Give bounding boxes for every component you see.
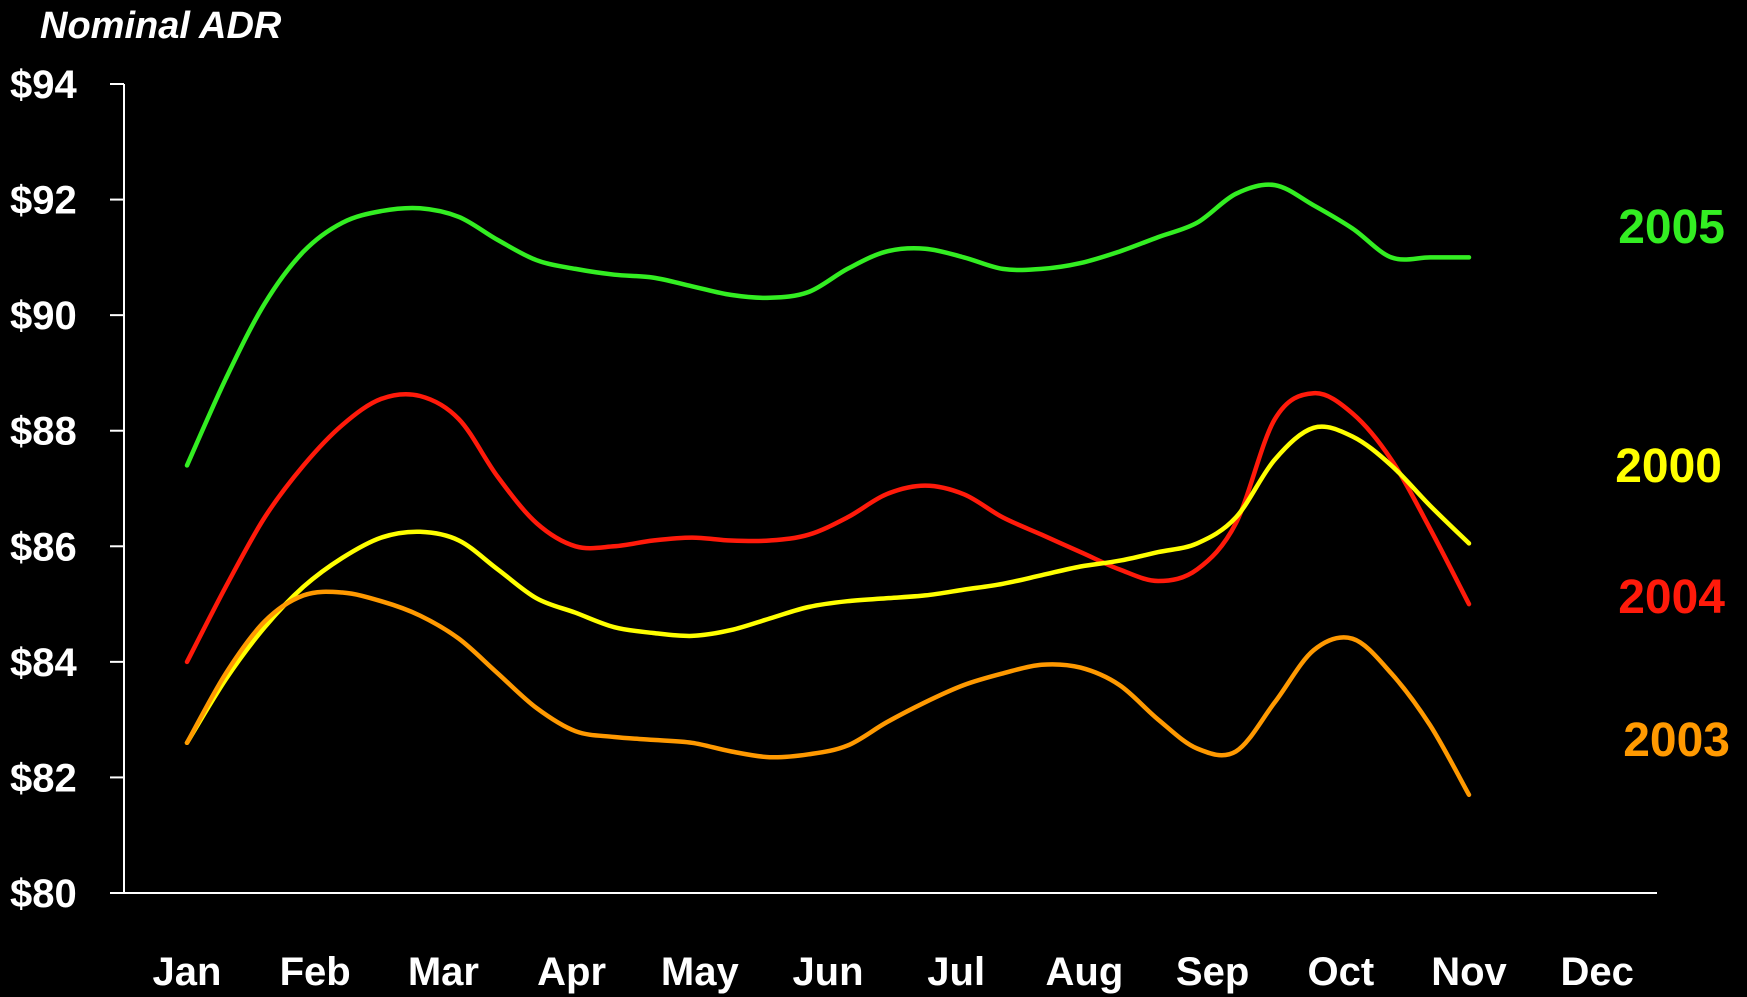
y-tick-label: $86 [10,525,77,569]
x-tick-label: May [661,950,740,994]
y-tick-label: $90 [10,294,77,338]
y-tick-label: $94 [10,63,77,107]
x-tick-label: Aug [1046,950,1124,994]
y-tick-label: $88 [10,410,77,454]
x-tick-label: Feb [280,950,351,994]
y-tick-label: $92 [10,179,77,223]
x-tick-label: Apr [537,950,606,994]
series-line-2003 [184,589,1472,798]
legend-labels: 2005 2004 2000 2003 [1615,201,1730,767]
x-tick-label: Jul [927,950,985,994]
y-axis-title: Nominal ADR [40,5,282,47]
legend-label-2003: 2003 [1623,714,1730,767]
legend-label-2004: 2004 [1618,571,1725,624]
legend-label-2000: 2000 [1615,440,1722,493]
x-tick-label: Oct [1307,950,1374,994]
y-tick-label: $84 [10,641,77,685]
series-line-2005 [184,182,1472,468]
y-tick-label: $82 [10,756,77,800]
x-tick-label: Jun [792,950,863,994]
x-tick-labels: Jan Feb Mar Apr May Jun Jul Aug Sep Oct Nov Dec [153,950,1634,994]
x-tick-label: Sep [1176,950,1249,994]
y-tick-labels: $80 $82 $84 $86 $88 $90 $92 $94 [10,63,124,916]
series-line-2004 [184,390,1472,665]
series-lines [184,182,1472,798]
series-line-2000 [184,424,1472,746]
legend-label-2005: 2005 [1618,201,1725,254]
x-tick-label: Jan [153,950,222,994]
axes [110,84,1657,894]
x-tick-label: Mar [408,950,479,994]
y-tick-label: $80 [10,872,77,916]
x-tick-label: Nov [1431,950,1507,994]
x-tick-label: Dec [1561,950,1634,994]
